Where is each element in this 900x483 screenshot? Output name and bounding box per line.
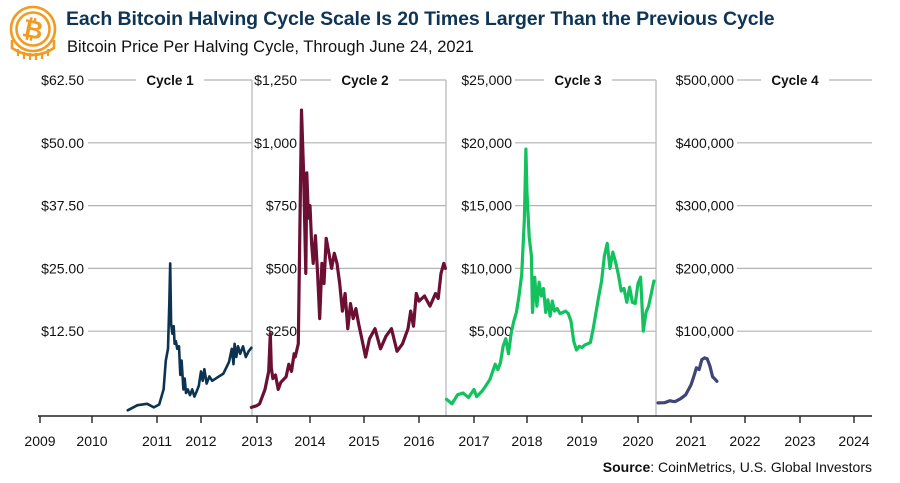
- y-tick-label: $20,000: [461, 135, 512, 151]
- x-tick-label: 2010: [76, 433, 107, 449]
- series-line-1: [126, 262, 253, 412]
- y-tick-label: $12.50: [41, 323, 84, 339]
- series-line-4: [656, 356, 719, 405]
- y-tick-label: $500,000: [676, 72, 735, 88]
- y-tick-label: $15,000: [461, 198, 512, 214]
- series-line-3: [444, 147, 656, 406]
- x-tick-label: 2023: [784, 433, 815, 449]
- y-tick-label: $400,000: [676, 135, 735, 151]
- x-tick-label: 2012: [185, 433, 216, 449]
- x-tick-label: 2024: [838, 433, 869, 449]
- bitcoin-coin-icon: ₿: [9, 5, 57, 60]
- y-tick-label: $62.50: [41, 72, 84, 88]
- y-tick-label: $10,000: [461, 260, 512, 276]
- y-tick-label: $1,250: [254, 72, 297, 88]
- x-tick-label: 2020: [622, 433, 653, 449]
- chart-title: Each Bitcoin Halving Cycle Scale Is 20 T…: [66, 8, 775, 30]
- x-tick-label: 2018: [511, 433, 542, 449]
- y-tick-label: $300,000: [676, 198, 735, 214]
- cycle-label: Cycle 3: [554, 73, 602, 88]
- source-note: Source: CoinMetrics, U.S. Global Investo…: [603, 459, 872, 475]
- x-tick-label: 2011: [142, 433, 172, 449]
- y-tick-label: $25,000: [461, 72, 512, 88]
- series-line-2: [249, 108, 447, 409]
- x-tick-label: 2009: [24, 433, 55, 449]
- x-tick-label: 2022: [729, 433, 760, 449]
- x-tick-label: 2014: [294, 433, 325, 449]
- y-tick-label: $500: [266, 260, 297, 276]
- y-tick-label: $250: [266, 323, 297, 339]
- y-tick-label: $200,000: [676, 260, 735, 276]
- chart-subtitle: Bitcoin Price Per Halving Cycle, Through…: [67, 38, 474, 56]
- y-tick-label: $1,000: [254, 135, 297, 151]
- x-tick-label: 2015: [348, 433, 379, 449]
- source-text: : CoinMetrics, U.S. Global Investors: [650, 459, 872, 475]
- y-tick-label: $100,000: [676, 323, 735, 339]
- y-tick-label: $5,000: [469, 323, 512, 339]
- x-tick-label: 2017: [458, 433, 489, 449]
- y-tick-label: $25.00: [41, 260, 84, 276]
- cycle-label: Cycle 4: [771, 73, 819, 88]
- x-tick-label: 2019: [566, 433, 597, 449]
- x-tick-label: 2016: [403, 433, 434, 449]
- source-label: Source: [602, 459, 651, 475]
- y-tick-label: $37.50: [41, 198, 84, 214]
- y-tick-label: $750: [266, 198, 297, 214]
- cycle-label: Cycle 1: [146, 73, 194, 88]
- x-tick-label: 2013: [241, 433, 272, 449]
- x-tick-label: 2021: [675, 433, 706, 449]
- cycle-label: Cycle 2: [341, 73, 388, 88]
- y-tick-label: $50.00: [41, 135, 84, 151]
